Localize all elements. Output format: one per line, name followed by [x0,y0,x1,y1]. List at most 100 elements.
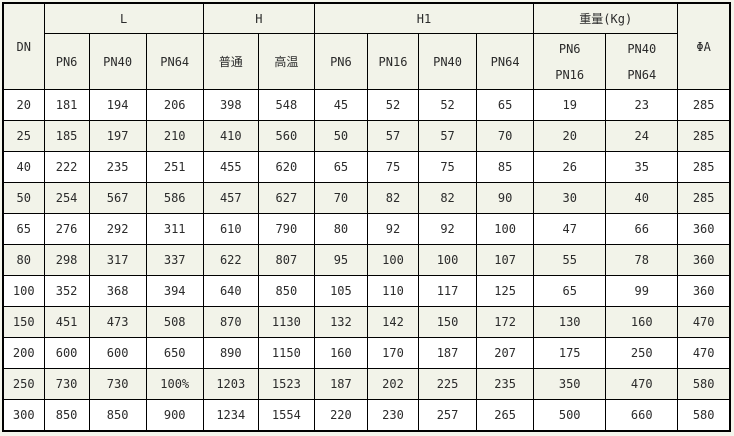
table-cell: 90 [476,182,535,214]
table-cell: 317 [88,244,147,276]
table-cell: 20 [533,120,607,152]
table-cell: 185 [43,120,90,152]
table-cell: 66 [605,213,679,245]
table-cell: 206 [145,89,204,121]
table-cell: 181 [43,89,90,121]
header-sub-h1-pn16: PN16 [366,33,420,90]
table-cell: 117 [418,275,478,307]
table-cell: 350 [533,368,607,400]
table-row: 40 222 235 251 455 620 65 75 75 85 26 35 285 [2,151,731,183]
table-cell: 1234 [202,399,259,432]
table-cell: 57 [366,120,420,152]
header-phi-a: ΦA [677,2,731,90]
table-cell: 610 [202,213,259,245]
table-cell: 202 [366,368,420,400]
table-cell: 1523 [257,368,315,400]
table-cell: 500 [533,399,607,432]
table-cell: 394 [145,275,204,307]
table-cell: 311 [145,213,204,245]
table-cell: 23 [605,89,679,121]
table-row: 65 276 292 311 610 790 80 92 92 100 47 66 360 [2,213,731,245]
table-cell: 92 [418,213,478,245]
table-cell: 175 [533,337,607,369]
cell-dn: 80 [2,244,45,276]
table-cell: 210 [145,120,204,152]
table-cell: 125 [476,275,535,307]
table-cell: 95 [313,244,368,276]
table-cell: 82 [366,182,420,214]
cell-dn: 25 [2,120,45,152]
table-cell: 730 [88,368,147,400]
table-cell: 254 [43,182,90,214]
table-cell: 410 [202,120,259,152]
table-header: DN L H H1 重量(Kg) ΦA PN6 PN40 PN64 普通 高温 … [2,2,731,90]
table-row: 25 185 197 210 410 560 50 57 57 70 20 24 285 [2,120,731,152]
table-cell: 142 [366,306,420,338]
table-row: 100 352 368 394 640 850 105 110 117 125 65 99 360 [2,275,731,307]
valve-dimension-table: DN L H H1 重量(Kg) ΦA PN6 PN40 PN64 普通 高温 … [2,2,731,432]
table-cell: 85 [476,151,535,183]
table-cell: 52 [366,89,420,121]
table-cell: 292 [88,213,147,245]
table-cell: 360 [677,275,731,307]
cell-dn: 40 [2,151,45,183]
table-cell: 470 [677,337,731,369]
table-cell: 107 [476,244,535,276]
table-cell: 455 [202,151,259,183]
table-row: 150 451 473 508 870 1130 132 142 150 172 130 160 470 [2,306,731,338]
table-cell: 470 [677,306,731,338]
header-group-L: L [43,2,204,34]
cell-dn: 300 [2,399,45,432]
table-cell: 92 [366,213,420,245]
table-cell: 35 [605,151,679,183]
table-row: 300 850 850 900 1234 1554 220 230 257 265 500 660 58… [2,399,731,432]
table-cell: 473 [88,306,147,338]
table-cell: 900 [145,399,204,432]
table-cell: 100 [476,213,535,245]
table-cell: 586 [145,182,204,214]
table-cell: 870 [202,306,259,338]
header-group-H: H [202,2,315,34]
table-cell: 276 [43,213,90,245]
table-cell: 50 [313,120,368,152]
table-cell: 132 [313,306,368,338]
header-group-H1: H1 [313,2,535,34]
table-cell: 220 [313,399,368,432]
header-dn: DN [2,2,45,90]
table-cell: 194 [88,89,147,121]
table-cell: 70 [313,182,368,214]
table-cell: 627 [257,182,315,214]
table-cell: 24 [605,120,679,152]
table-cell: 160 [605,306,679,338]
table-cell: 298 [43,244,90,276]
header-sub-l-pn40: PN40 [88,33,147,90]
table-cell: 285 [677,120,731,152]
table-cell: 580 [677,399,731,432]
table-cell: 660 [605,399,679,432]
table-cell: 110 [366,275,420,307]
table-cell: 150 [418,306,478,338]
cell-dn: 250 [2,368,45,400]
table-cell: 250 [605,337,679,369]
table-cell: 82 [418,182,478,214]
table-cell: 285 [677,89,731,121]
table-cell: 730 [43,368,90,400]
table-cell: 352 [43,275,90,307]
table-cell: 170 [366,337,420,369]
table-cell: 235 [476,368,535,400]
table-cell: 55 [533,244,607,276]
table-cell: 457 [202,182,259,214]
table-cell: 100 [366,244,420,276]
table-cell: 807 [257,244,315,276]
table-cell: 251 [145,151,204,183]
table-cell: 230 [366,399,420,432]
table-cell: 620 [257,151,315,183]
table-cell: 100 [418,244,478,276]
header-sub-h1-pn64: PN64 [476,33,535,90]
table-cell: 1554 [257,399,315,432]
table-cell: 130 [533,306,607,338]
header-sub-h1-pn6: PN6 [313,33,368,90]
table-cell: 235 [88,151,147,183]
header-sub-weight-pn6-pn16: PN6 PN16 [533,33,607,90]
table-cell: 560 [257,120,315,152]
